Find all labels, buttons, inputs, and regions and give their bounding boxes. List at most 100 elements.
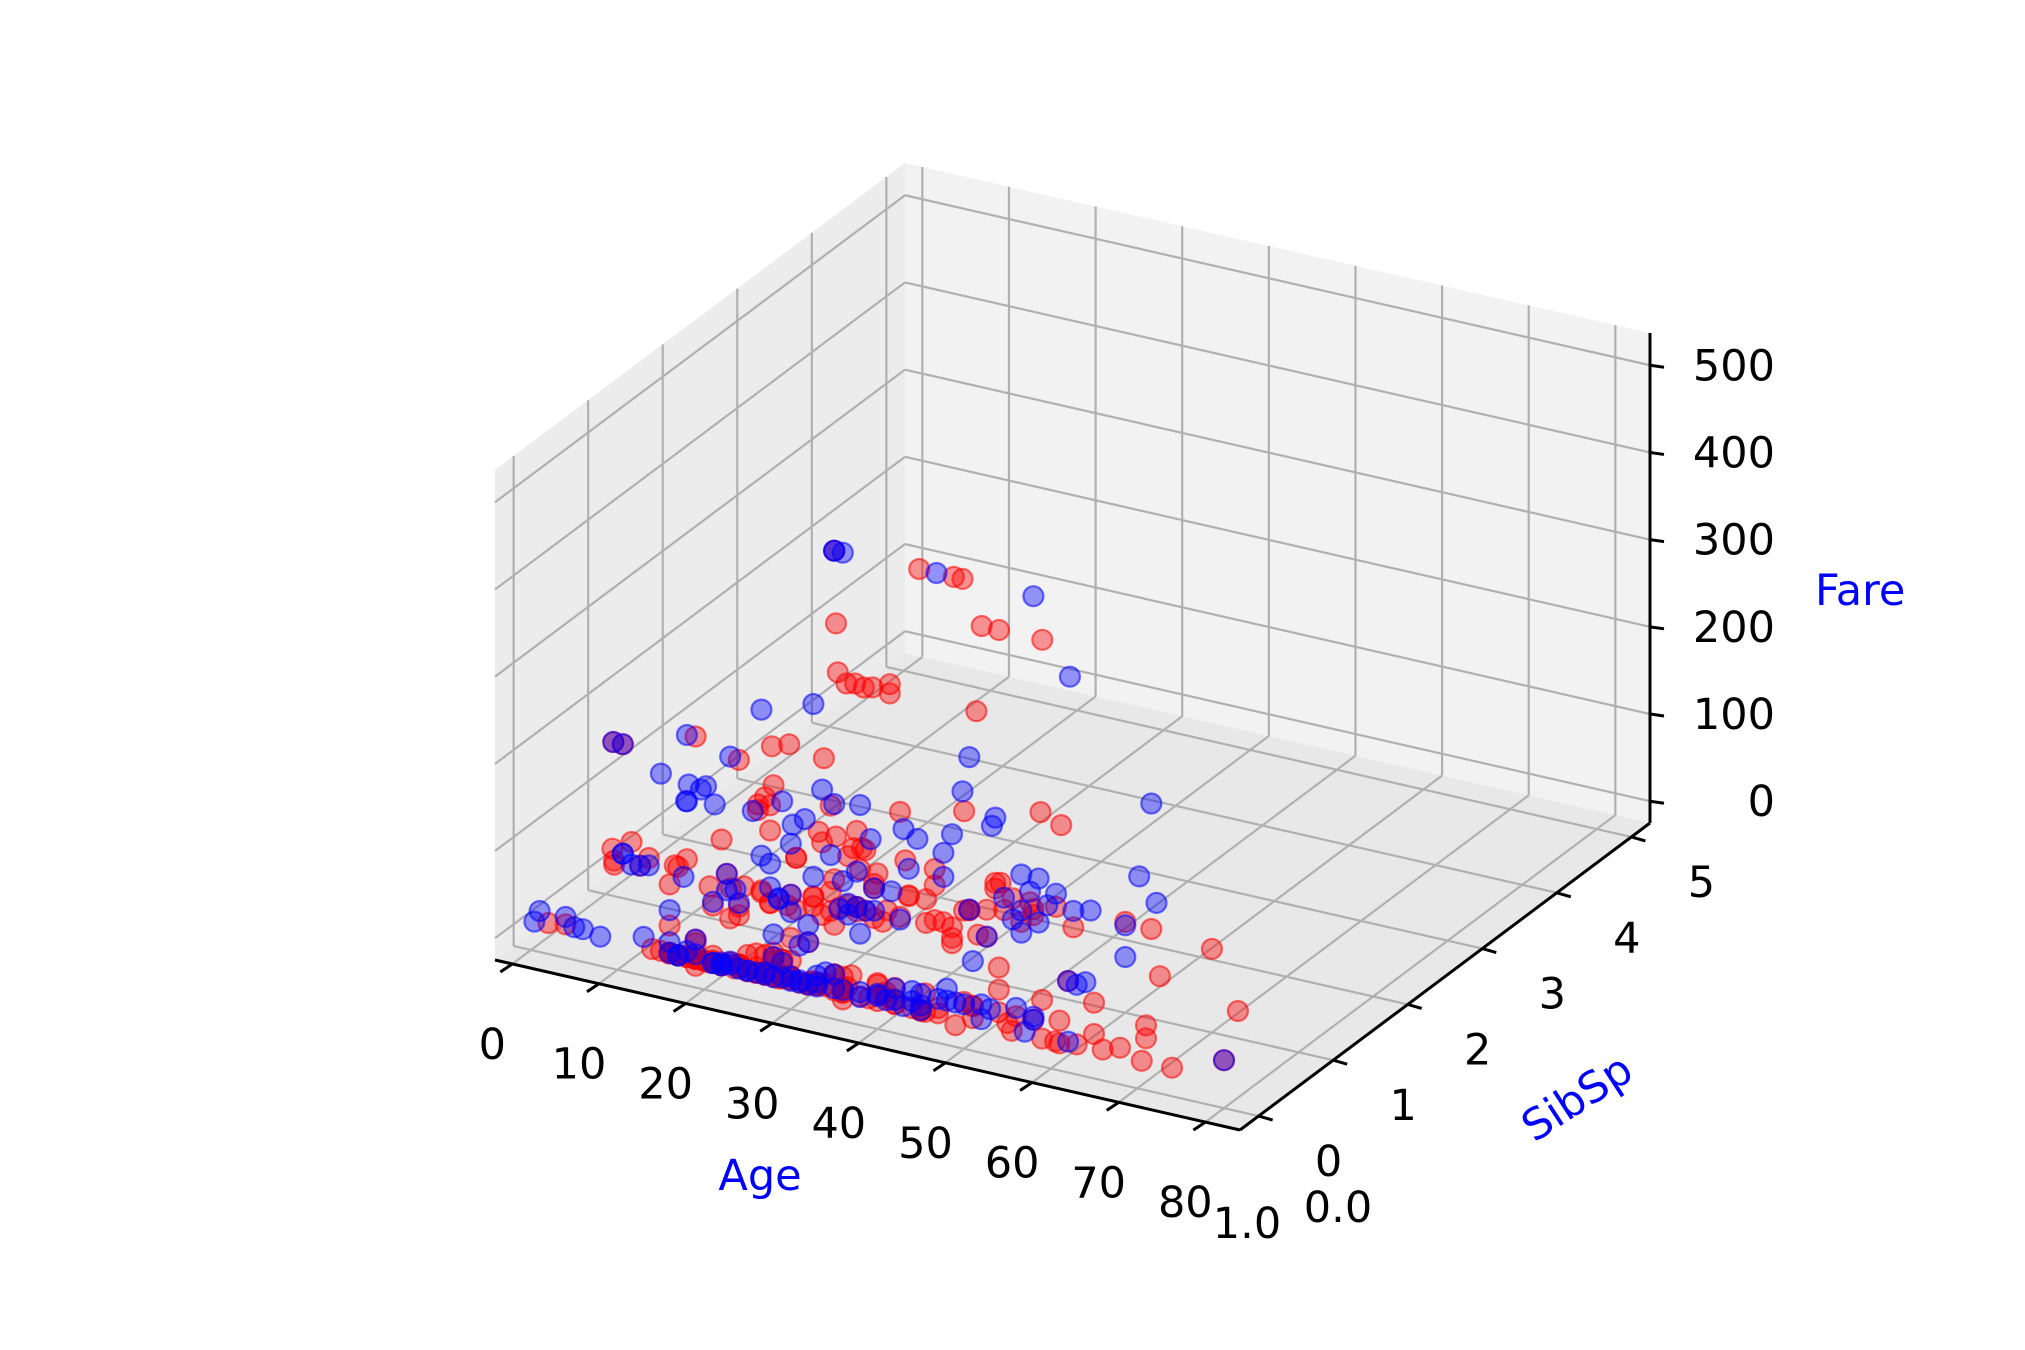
x-tick-mark xyxy=(672,1002,687,1013)
data-point xyxy=(823,963,846,986)
data-point xyxy=(762,923,785,946)
data-point xyxy=(703,793,726,816)
data-point xyxy=(812,747,836,770)
data-point xyxy=(637,854,660,877)
data-point xyxy=(1058,665,1082,688)
data-point xyxy=(1013,1020,1036,1043)
data-point xyxy=(701,890,725,913)
data-point xyxy=(871,910,894,933)
data-point xyxy=(528,899,551,923)
y-tick-mark xyxy=(1556,891,1572,899)
x-tick-mark xyxy=(846,1041,860,1053)
y-tick-label: 0 xyxy=(1315,1137,1342,1187)
left-pane xyxy=(495,163,905,960)
data-point xyxy=(611,842,634,865)
data-point xyxy=(1031,628,1054,651)
data-point xyxy=(805,975,828,998)
grid-line-y-floor xyxy=(886,665,1632,839)
data-point xyxy=(880,880,903,903)
y-tick-label: 4 xyxy=(1613,914,1640,964)
data-point xyxy=(952,800,976,823)
grid-line-z-left xyxy=(494,281,906,591)
data-point xyxy=(975,898,998,921)
data-point xyxy=(1108,1036,1132,1059)
x-tick-mark xyxy=(1019,1081,1033,1092)
data-point xyxy=(1010,863,1033,886)
data-point xyxy=(826,661,849,684)
data-point xyxy=(978,997,1002,1021)
data-point xyxy=(897,885,920,908)
data-point xyxy=(736,959,759,983)
data-point xyxy=(1082,991,1106,1014)
data-point xyxy=(874,988,898,1012)
floor-pane xyxy=(495,653,1650,1130)
data-points xyxy=(523,539,1250,1079)
y-tick-mark xyxy=(1630,835,1646,843)
data-point xyxy=(940,932,964,955)
data-point xyxy=(810,778,834,801)
x-tick-label: 70 xyxy=(1071,1158,1126,1208)
data-point xyxy=(992,886,1016,909)
z-tick-label: 400 xyxy=(1693,428,1775,478)
z-tick-mark xyxy=(1649,538,1665,544)
z-axis-title: Fare xyxy=(1815,566,1905,616)
data-point xyxy=(807,820,830,843)
grid-line-x-floor xyxy=(1031,774,1443,1084)
data-point xyxy=(961,949,984,973)
data-point xyxy=(778,733,801,756)
data-point xyxy=(925,561,948,585)
z-tick-mark xyxy=(1649,625,1665,631)
data-point xyxy=(848,922,872,945)
data-point xyxy=(779,832,802,855)
grid-line-z-back xyxy=(904,455,1651,628)
data-point xyxy=(753,961,777,984)
data-point xyxy=(781,813,804,836)
data-point xyxy=(802,692,825,716)
grid-line-x-floor xyxy=(771,715,1183,1025)
data-point xyxy=(620,830,643,854)
back-pane xyxy=(905,163,1650,823)
data-point xyxy=(649,762,673,785)
grid-line-x-floor xyxy=(858,735,1270,1044)
data-point xyxy=(779,883,802,906)
data-point xyxy=(848,980,872,1004)
data-point xyxy=(952,993,976,1016)
data-point xyxy=(823,539,846,562)
data-point xyxy=(658,898,681,922)
grid-line-x-floor xyxy=(1118,794,1530,1104)
x-axis-line xyxy=(494,958,1241,1132)
data-point xyxy=(632,925,655,949)
data-point xyxy=(710,828,733,851)
data-point xyxy=(1200,937,1224,961)
data-point xyxy=(1074,971,1097,994)
data-point xyxy=(914,888,938,911)
data-point xyxy=(940,916,964,939)
y-tick-mark xyxy=(1407,1002,1423,1010)
data-point xyxy=(797,913,820,937)
data-point xyxy=(888,908,912,931)
overlap-tick-label: 0.0 xyxy=(1304,1183,1372,1233)
data-point xyxy=(823,792,846,816)
data-point xyxy=(859,827,882,851)
data-point xyxy=(1226,999,1250,1023)
y-tick-label: 1 xyxy=(1390,1081,1417,1131)
data-point xyxy=(1134,1014,1158,1037)
data-point xyxy=(848,985,872,1009)
data-point xyxy=(760,735,784,758)
data-point xyxy=(750,698,773,721)
data-point xyxy=(1148,965,1172,988)
data-point xyxy=(914,911,938,935)
z-tick-mark xyxy=(1649,712,1665,718)
grid-line-x-floor xyxy=(684,695,1097,1005)
data-point xyxy=(900,979,924,1003)
z-tick-mark xyxy=(1649,363,1665,369)
data-point xyxy=(658,914,681,937)
z-tick-label: 0 xyxy=(1748,777,1775,827)
data-point xyxy=(750,844,773,867)
tick-labels: 0 10 20 30 40 50 60 70 8001234501002003004005001… xyxy=(479,341,1775,1249)
grid-line-x-floor xyxy=(1204,814,1617,1123)
data-point xyxy=(970,614,993,638)
x-tick-label: 10 xyxy=(552,1040,607,1090)
z-tick-mark xyxy=(1649,799,1665,805)
data-point xyxy=(1004,996,1028,1020)
